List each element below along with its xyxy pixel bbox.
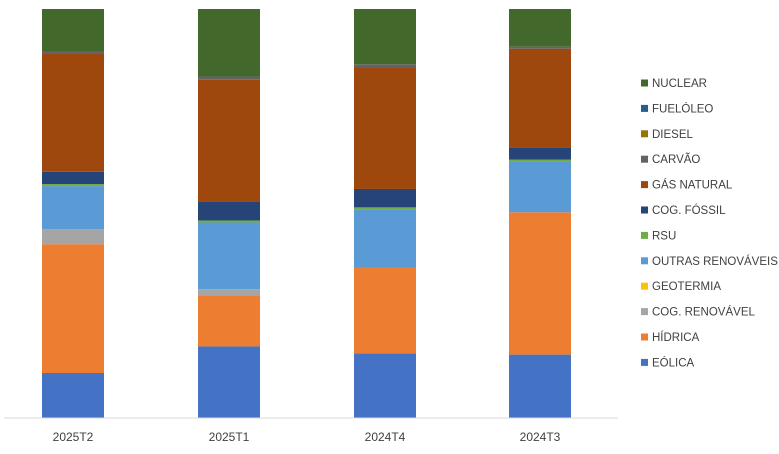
legend-label-outras-renovaveis: OUTRAS RENOVÁVEIS [652, 255, 778, 268]
x-tick-label-2025t1: 2025T1 [209, 430, 250, 444]
bar-segment-rsu-2024t4 [354, 207, 416, 210]
legend-label-cog-renovavel: COG. RENOVÁVEL [652, 306, 755, 319]
legend-swatch-cog-fossil [641, 206, 648, 214]
legend-label-geotermia: GEOTERMIA [652, 281, 721, 293]
x-tick-labels: 2025T2 2025T1 2024T4 2024T3 [53, 430, 561, 444]
legend-item-fueloleo: FUELÓLEO [641, 102, 713, 115]
x-tick-label-2024t3: 2024T3 [520, 430, 561, 444]
bar-segment-cog-fossil-2024t3 [509, 147, 571, 160]
bar-segment-rsu-2025t2 [42, 184, 104, 187]
bar-stack-2025t1 [198, 9, 260, 418]
bar-segment-carvao-2025t2 [42, 51, 104, 54]
bar-segment-gas-natural-2025t1 [198, 79, 260, 202]
legend-swatch-cog-renovavel [641, 308, 648, 316]
bar-segment-outras-renovaveis-2024t3 [509, 161, 571, 213]
bar-segment-nuclear-2024t4 [354, 9, 416, 65]
legend-swatch-hidrica [641, 333, 648, 341]
legend-swatch-gas-natural [641, 181, 648, 189]
bar-segment-cog-renovavel-2025t1 [198, 289, 260, 296]
bar-segment-gas-natural-2024t3 [509, 48, 571, 148]
bar-segment-hidrica-2025t2 [42, 244, 104, 374]
legend-item-outras-renovaveis: OUTRAS RENOVÁVEIS [641, 255, 778, 268]
bar-segment-gas-natural-2025t2 [42, 53, 104, 172]
bar-segment-rsu-2025t1 [198, 220, 260, 223]
legend-label-rsu: RSU [652, 230, 676, 242]
legend-label-fueloleo: FUELÓLEO [652, 102, 713, 115]
bar-segment-cog-fossil-2024t4 [354, 188, 416, 208]
bar-segment-cog-fossil-2025t1 [198, 201, 260, 221]
legend-item-cog-renovavel: COG. RENOVÁVEL [641, 306, 755, 319]
x-tick-label-2025t2: 2025T2 [53, 430, 94, 444]
legend-label-hidrica: HÍDRICA [652, 331, 700, 344]
legend-swatch-nuclear [641, 79, 648, 87]
bar-segment-outras-renovaveis-2025t1 [198, 222, 260, 290]
legend-item-nuclear: NUCLEAR [641, 78, 707, 90]
bar-segment-outras-renovaveis-2025t2 [42, 186, 104, 230]
legend-item-eolica: EÓLICA [641, 356, 695, 369]
bar-segment-gas-natural-2024t4 [354, 67, 416, 189]
bar-segment-outras-renovaveis-2024t4 [354, 209, 416, 268]
bar-segment-nuclear-2024t3 [509, 9, 571, 47]
bar-segment-nuclear-2025t1 [198, 9, 260, 77]
legend-item-diesel: DIESEL [641, 129, 694, 141]
bar-segment-rsu-2024t3 [509, 159, 571, 162]
legend-swatch-fueloleo [641, 104, 648, 112]
legend-item-geotermia: GEOTERMIA [641, 281, 721, 293]
legend-item-gas-natural: GÁS NATURAL [641, 179, 733, 192]
legend-swatch-diesel [641, 130, 648, 138]
bar-segment-hidrica-2024t4 [354, 267, 416, 354]
legend-label-diesel: DIESEL [652, 129, 694, 141]
bar-segment-eolica-2025t1 [198, 346, 260, 418]
legend-label-eolica: EÓLICA [652, 356, 695, 369]
legend-item-hidrica: HÍDRICA [641, 331, 700, 344]
legend-swatch-carvao [641, 155, 648, 163]
bar-stack-2024t4 [354, 9, 416, 418]
legend-label-cog-fossil: COG. FÓSSIL [652, 204, 726, 217]
bar-segment-nuclear-2025t2 [42, 9, 104, 52]
bars-layer [42, 9, 571, 418]
bar-segment-eolica-2025t2 [42, 373, 104, 418]
bar-segment-hidrica-2025t1 [198, 295, 260, 347]
bar-segment-eolica-2024t3 [509, 354, 571, 418]
legend-item-cog-fossil: COG. FÓSSIL [641, 204, 726, 217]
bar-segment-carvao-2024t4 [354, 64, 416, 68]
bar-stack-2024t3 [509, 9, 571, 418]
bar-segment-cog-fossil-2025t2 [42, 171, 104, 185]
legend-swatch-rsu [641, 231, 648, 239]
legend-swatch-outras-renovaveis [641, 257, 648, 265]
legend-label-nuclear: NUCLEAR [652, 78, 707, 90]
bar-segment-hidrica-2024t3 [509, 212, 571, 355]
bar-stack-2025t2 [42, 9, 104, 418]
legend-label-carvao: CARVÃO [652, 153, 700, 166]
legend-label-gas-natural: GÁS NATURAL [652, 179, 733, 192]
bar-segment-eolica-2024t4 [354, 353, 416, 418]
legend: NUCLEAR FUELÓLEO DIESEL CARVÃO GÁS NATURAL CO… [641, 78, 778, 369]
legend-swatch-geotermia [641, 282, 648, 290]
legend-item-carvao: CARVÃO [641, 153, 700, 166]
legend-item-rsu: RSU [641, 230, 676, 242]
bar-segment-carvao-2025t1 [198, 76, 260, 80]
x-tick-label-2024t4: 2024T4 [365, 430, 406, 444]
bar-segment-carvao-2024t3 [509, 46, 571, 49]
bar-segment-cog-renovavel-2025t2 [42, 229, 104, 245]
legend-swatch-eolica [641, 358, 648, 366]
